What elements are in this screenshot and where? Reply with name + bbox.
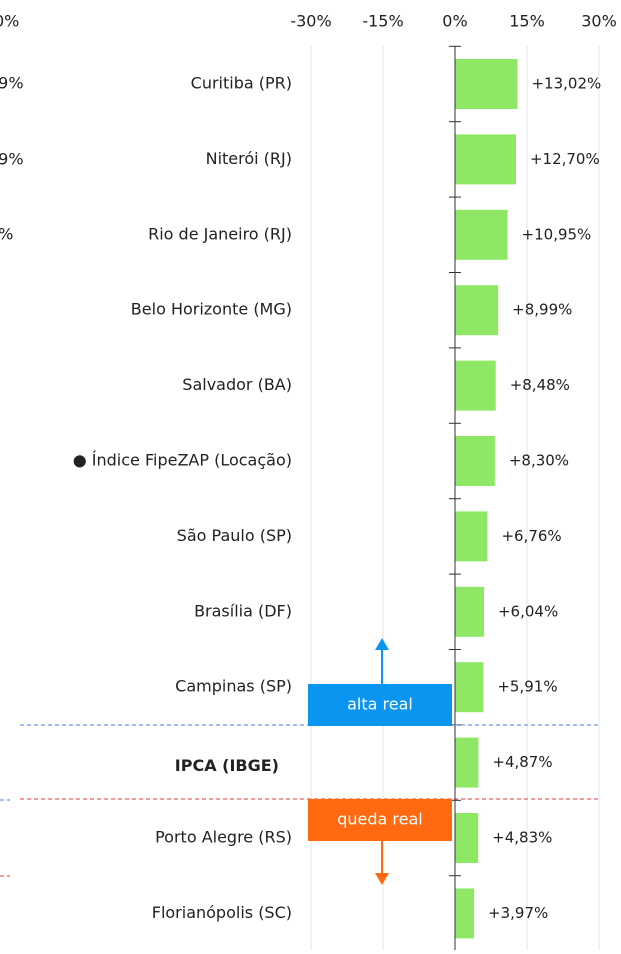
bar	[455, 813, 479, 863]
category-label: Brasília (DF)	[194, 601, 292, 620]
annotation-label: alta real	[347, 695, 413, 714]
x-tick-label: -15%	[362, 12, 403, 31]
category-label: Porto Alegre (RS)	[155, 828, 292, 847]
cropped-fragment: 19%	[0, 150, 24, 169]
bar	[455, 888, 475, 939]
value-label: +8,48%	[510, 376, 570, 394]
category-label: Curitiba (PR)	[191, 74, 292, 93]
value-label: +8,30%	[509, 452, 569, 470]
bar	[455, 285, 499, 336]
category-label: IPCA (IBGE)	[175, 756, 279, 775]
value-label: +3,97%	[488, 904, 548, 922]
category-label: São Paulo (SP)	[177, 526, 292, 545]
category-label: Rio de Janeiro (RJ)	[148, 224, 292, 243]
annotation-box	[308, 684, 452, 726]
value-label: +13,02%	[531, 75, 601, 93]
value-label: +4,83%	[492, 829, 552, 847]
cropped-fragment: 0%	[0, 12, 19, 31]
value-label: +5,91%	[497, 678, 557, 696]
x-tick-label: 30%	[581, 12, 617, 31]
category-label: Salvador (BA)	[182, 375, 292, 394]
cropped-fragment: 99%	[0, 74, 24, 93]
annotation-box	[308, 799, 452, 841]
annotation-label: queda real	[337, 810, 423, 829]
value-label: +6,04%	[498, 602, 558, 620]
bar	[455, 737, 479, 788]
cropped-fragment: 5%	[0, 225, 13, 244]
x-tick-label: -30%	[290, 12, 331, 31]
arrow-head	[375, 873, 389, 885]
category-label: ● Índice FipeZAP (Locação)	[73, 451, 292, 470]
bar	[455, 360, 496, 411]
bar	[455, 662, 484, 713]
bar	[455, 134, 516, 185]
bar	[455, 209, 508, 260]
bar	[455, 436, 495, 486]
category-label: Belo Horizonte (MG)	[131, 300, 292, 319]
category-label: Florianópolis (SC)	[152, 903, 292, 922]
value-label: +8,99%	[512, 301, 572, 319]
bar	[455, 586, 484, 637]
x-tick-label: 15%	[509, 12, 545, 31]
bar	[455, 511, 488, 562]
arrow-head	[375, 638, 389, 650]
value-label: +4,87%	[492, 753, 552, 771]
category-label: Niterói (RJ)	[206, 149, 292, 168]
value-label: +12,70%	[530, 150, 600, 168]
category-label: Campinas (SP)	[175, 677, 292, 696]
value-label: +6,76%	[501, 527, 561, 545]
bar	[455, 59, 518, 109]
x-tick-label: 0%	[442, 12, 467, 31]
value-label: +10,95%	[522, 225, 592, 243]
